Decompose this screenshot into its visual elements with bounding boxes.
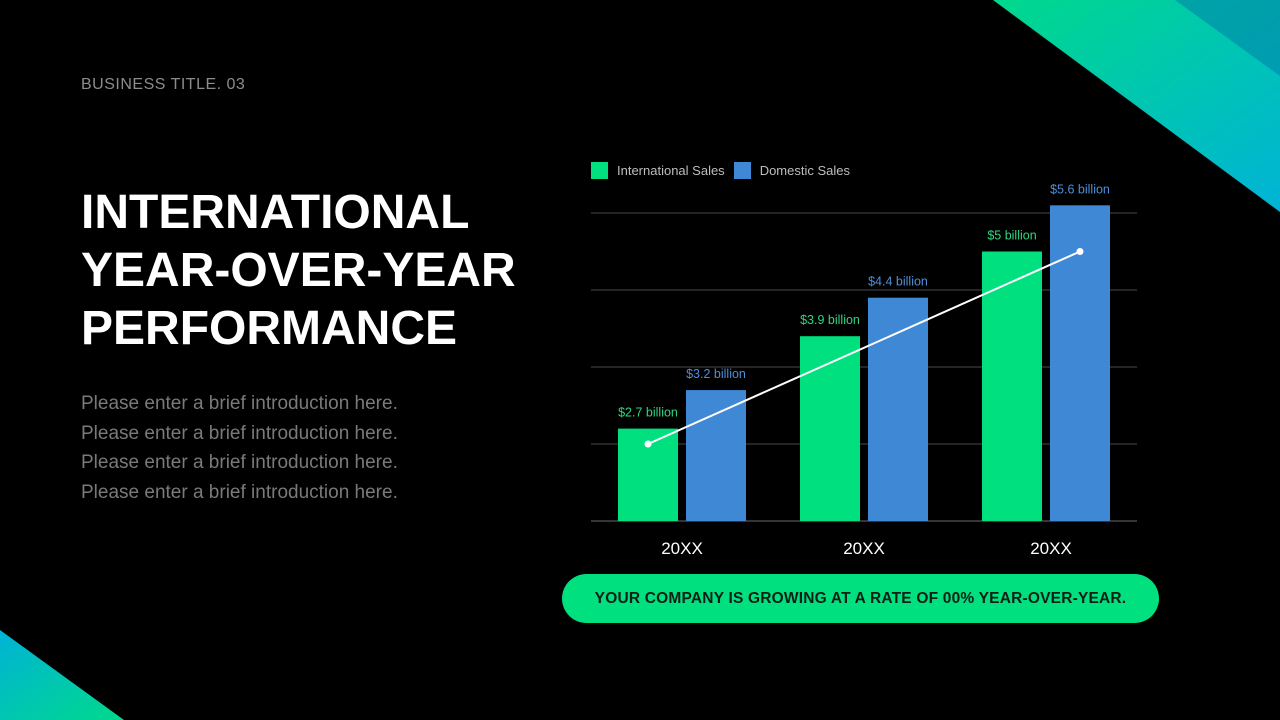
bar-domestic <box>686 390 746 521</box>
top-right-accent <box>993 0 1280 212</box>
data-label-international: $3.9 billion <box>800 313 860 327</box>
title-line: PERFORMANCE <box>81 302 458 355</box>
trend-line <box>647 250 1081 445</box>
legend-swatch-international <box>591 162 608 179</box>
title-line: INTERNATIONAL <box>81 186 470 239</box>
bottom-left-accent <box>0 630 124 720</box>
data-label-international: $2.7 billion <box>618 406 678 420</box>
title-line: YEAR-OVER-YEAR <box>81 244 516 297</box>
intro-line: Please enter a brief introduction here. <box>81 422 398 444</box>
bar-international <box>982 251 1042 521</box>
x-tick-label: 20XX <box>661 539 703 558</box>
bar-domestic <box>868 297 928 521</box>
slide-eyebrow: BUSINESS TITLE. 03 <box>81 76 246 93</box>
x-tick-label: 20XX <box>1030 539 1072 558</box>
intro-line: Please enter a brief introduction here. <box>81 481 398 503</box>
data-label-domestic: $5.6 billion <box>1050 182 1110 196</box>
top-right-accent-shadow <box>1175 0 1280 76</box>
legend-item-international: International Sales <box>591 162 725 179</box>
data-label-international: $5 billion <box>987 229 1036 243</box>
trend-point <box>644 440 652 448</box>
legend-label-international: International Sales <box>617 163 725 178</box>
growth-banner: YOUR COMPANY IS GROWING AT A RATE OF 00%… <box>562 574 1159 623</box>
intro-line: Please enter a brief introduction here. <box>81 393 398 414</box>
legend-label-domestic: Domestic Sales <box>759 163 850 178</box>
data-label-domestic: $3.2 billion <box>686 367 746 381</box>
growth-banner-text: YOUR COMPANY IS GROWING AT A RATE OF 00%… <box>594 589 1127 607</box>
chart-legend: International Sales Domestic Sales <box>591 162 859 179</box>
intro-text: Please enter a brief introduction here. … <box>81 389 398 507</box>
legend-swatch-domestic <box>733 162 751 179</box>
trend-point <box>1076 248 1084 255</box>
slide-title: INTERNATIONAL YEAR-OVER-YEAR PERFORMANCE <box>81 184 516 358</box>
data-label-domestic: $4.4 billion <box>868 275 928 289</box>
x-tick-label: 20XX <box>843 539 885 558</box>
intro-line: Please enter a brief introduction here. <box>81 452 398 473</box>
bar-domestic <box>1050 205 1110 522</box>
bar-international <box>800 336 860 521</box>
legend-item-domestic: Domestic Sales <box>733 162 850 179</box>
